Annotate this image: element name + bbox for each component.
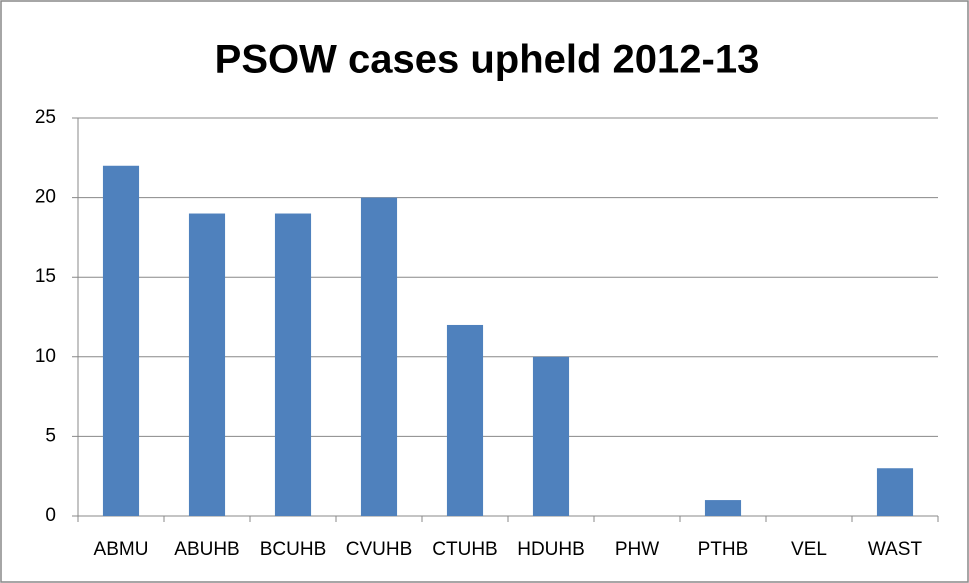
bar <box>532 356 570 516</box>
bar <box>360 197 398 516</box>
y-tick-label: 20 <box>35 187 56 208</box>
bar <box>876 468 914 516</box>
y-tick-label: 0 <box>45 505 56 526</box>
x-tick-label: HDUHB <box>517 539 585 560</box>
y-tick-label: 15 <box>35 266 56 287</box>
x-tick-label: WAST <box>868 539 923 560</box>
x-tick-label: PHW <box>615 539 659 560</box>
chart-title: PSOW cases upheld 2012-13 <box>215 38 760 82</box>
y-tick-label: 25 <box>35 107 56 128</box>
x-tick-label: ABUHB <box>174 539 239 560</box>
bar <box>188 213 226 516</box>
x-tick-label: BCUHB <box>260 539 327 560</box>
x-tick-label: PTHB <box>698 539 749 560</box>
bar <box>274 213 312 516</box>
bar <box>704 500 742 516</box>
x-tick-label: VEL <box>791 539 827 560</box>
x-tick-label: CVUHB <box>346 539 413 560</box>
bar <box>446 324 484 516</box>
bar <box>102 165 140 516</box>
y-tick-label: 10 <box>35 346 56 367</box>
x-tick-label: ABMU <box>94 539 149 560</box>
y-tick-label: 5 <box>45 425 56 446</box>
x-tick-label: CTUHB <box>432 539 497 560</box>
